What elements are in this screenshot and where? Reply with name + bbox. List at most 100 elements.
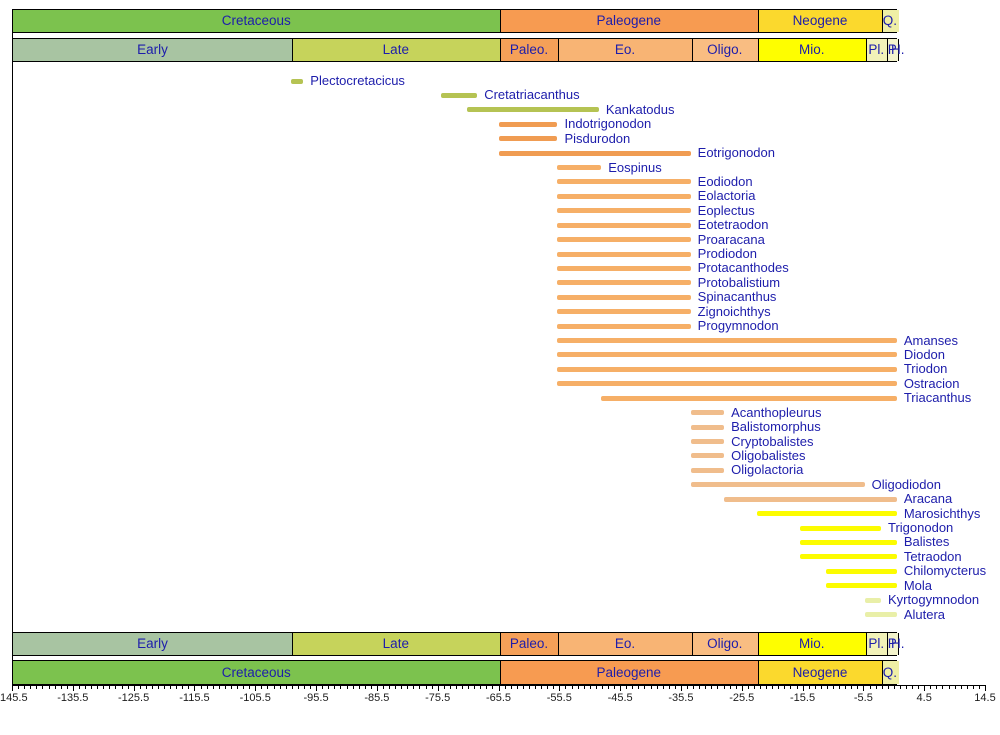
axis-tick xyxy=(376,685,378,691)
axis-tick-label: -95.5 xyxy=(303,692,329,704)
axis-tick xyxy=(869,685,871,689)
taxon-bar xyxy=(799,525,881,531)
axis-tick xyxy=(249,685,251,689)
epoch-cell xyxy=(865,39,888,61)
taxon-bar xyxy=(498,121,558,127)
axis-tick xyxy=(462,685,463,689)
axis-tick xyxy=(504,685,506,689)
taxon-bar xyxy=(557,323,691,329)
axis-tick-label: -125.5 xyxy=(118,692,150,704)
axis-tick xyxy=(85,685,86,689)
period-row: Cretaceous Paleogene Neogene Q. xyxy=(12,9,899,33)
axis-tick xyxy=(364,685,366,689)
epoch-cell xyxy=(886,633,899,655)
axis-tick xyxy=(12,685,13,691)
axis-tick xyxy=(401,685,403,689)
period-cell xyxy=(757,10,883,32)
axis-tick xyxy=(608,685,609,689)
taxon-label: Prodiodon xyxy=(697,246,757,262)
epoch-cell xyxy=(691,633,759,655)
axis-tick xyxy=(772,685,774,689)
axis-tick xyxy=(577,685,579,689)
axis-tick xyxy=(455,685,457,689)
axis-tick xyxy=(948,685,950,689)
taxon-bar xyxy=(498,136,558,142)
taxon-label: Amanses xyxy=(903,332,959,348)
axis-tick xyxy=(833,685,834,689)
axis-tick xyxy=(857,685,859,689)
period-label: Cretaceous xyxy=(221,664,291,680)
axis-tick xyxy=(413,685,415,689)
axis-tick-label: -85.5 xyxy=(364,692,390,704)
epoch-label: Paleo. xyxy=(509,636,549,651)
axis-tick xyxy=(492,685,494,689)
axis-tick xyxy=(139,685,141,689)
taxon-bar xyxy=(557,208,691,214)
taxon-bar xyxy=(440,92,478,98)
axis-tick xyxy=(170,685,172,689)
axis-tick xyxy=(571,685,573,689)
taxon-label: Alutera xyxy=(903,606,946,622)
axis-tick xyxy=(778,685,780,689)
epoch-label: P xyxy=(887,636,897,651)
axis-tick xyxy=(699,685,701,689)
taxon-label: Indotrigonodon xyxy=(564,116,652,132)
axis-tick xyxy=(486,685,488,689)
taxon-bar xyxy=(724,496,897,502)
taxon-bar xyxy=(557,381,897,387)
epoch-label: Early xyxy=(137,636,168,651)
taxon-label: Mola xyxy=(903,577,932,593)
axis-tick xyxy=(790,685,792,689)
axis-tick xyxy=(182,685,184,689)
axis-tick xyxy=(741,685,743,691)
axis-tick xyxy=(656,685,658,689)
axis-tick-label: -65.5 xyxy=(485,692,512,704)
period-cell xyxy=(13,10,500,32)
taxon-bar xyxy=(557,237,691,243)
taxon-bar xyxy=(826,583,897,589)
taxon-label: Progymnodon xyxy=(697,318,779,334)
axis-tick xyxy=(638,685,640,689)
epoch-cell xyxy=(897,39,900,61)
taxon-label: Kankatodus xyxy=(605,101,675,117)
axis-tick xyxy=(352,685,354,689)
axis-tick xyxy=(553,685,555,689)
axis-tick xyxy=(528,685,530,689)
epoch-cell xyxy=(757,39,867,61)
axis-tick xyxy=(60,685,62,689)
taxon-bar xyxy=(557,366,897,372)
axis-tick xyxy=(966,685,968,689)
axis-tick xyxy=(291,685,293,689)
axis-tick-label: -25.5 xyxy=(729,692,755,704)
axis-tick xyxy=(735,685,737,689)
axis-tick-label: -15.5 xyxy=(790,692,816,704)
taxon-label: Triacanthus xyxy=(903,390,972,406)
epoch-label: Late xyxy=(382,636,409,651)
axis-tick xyxy=(206,685,208,689)
epoch-label: Pl. xyxy=(868,636,885,651)
axis-tick-label: -55.5 xyxy=(546,692,572,704)
taxon-bar xyxy=(601,395,897,401)
axis-tick xyxy=(431,685,433,689)
taxon-bar xyxy=(756,511,897,517)
axis-tick xyxy=(370,685,372,689)
axis-tick xyxy=(103,685,105,689)
period-label: Cretaceous xyxy=(221,13,291,28)
axis-tick xyxy=(407,685,409,689)
taxon-label: Oligobalistes xyxy=(731,447,806,463)
period-label: Paleogene xyxy=(596,664,661,680)
epoch-label: Oligo. xyxy=(707,636,743,651)
epoch-label: Pl. xyxy=(868,42,885,57)
axis-tick xyxy=(766,685,768,689)
axis-tick xyxy=(328,685,330,689)
axis-tick xyxy=(419,685,421,689)
taxon-label: Ostracion xyxy=(903,375,960,391)
axis-tick xyxy=(687,685,688,689)
axis-tick xyxy=(346,685,348,689)
taxon-label: Eotrigonodon xyxy=(697,145,775,161)
epoch-cell xyxy=(886,39,899,61)
taxon-bar xyxy=(291,78,304,84)
axis-tick xyxy=(547,685,549,689)
axis-tick xyxy=(97,685,99,689)
